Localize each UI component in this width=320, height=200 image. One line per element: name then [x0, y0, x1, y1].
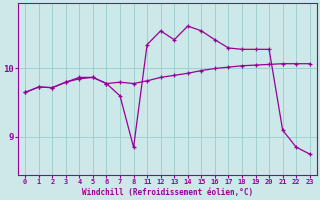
X-axis label: Windchill (Refroidissement éolien,°C): Windchill (Refroidissement éolien,°C) — [82, 188, 253, 197]
